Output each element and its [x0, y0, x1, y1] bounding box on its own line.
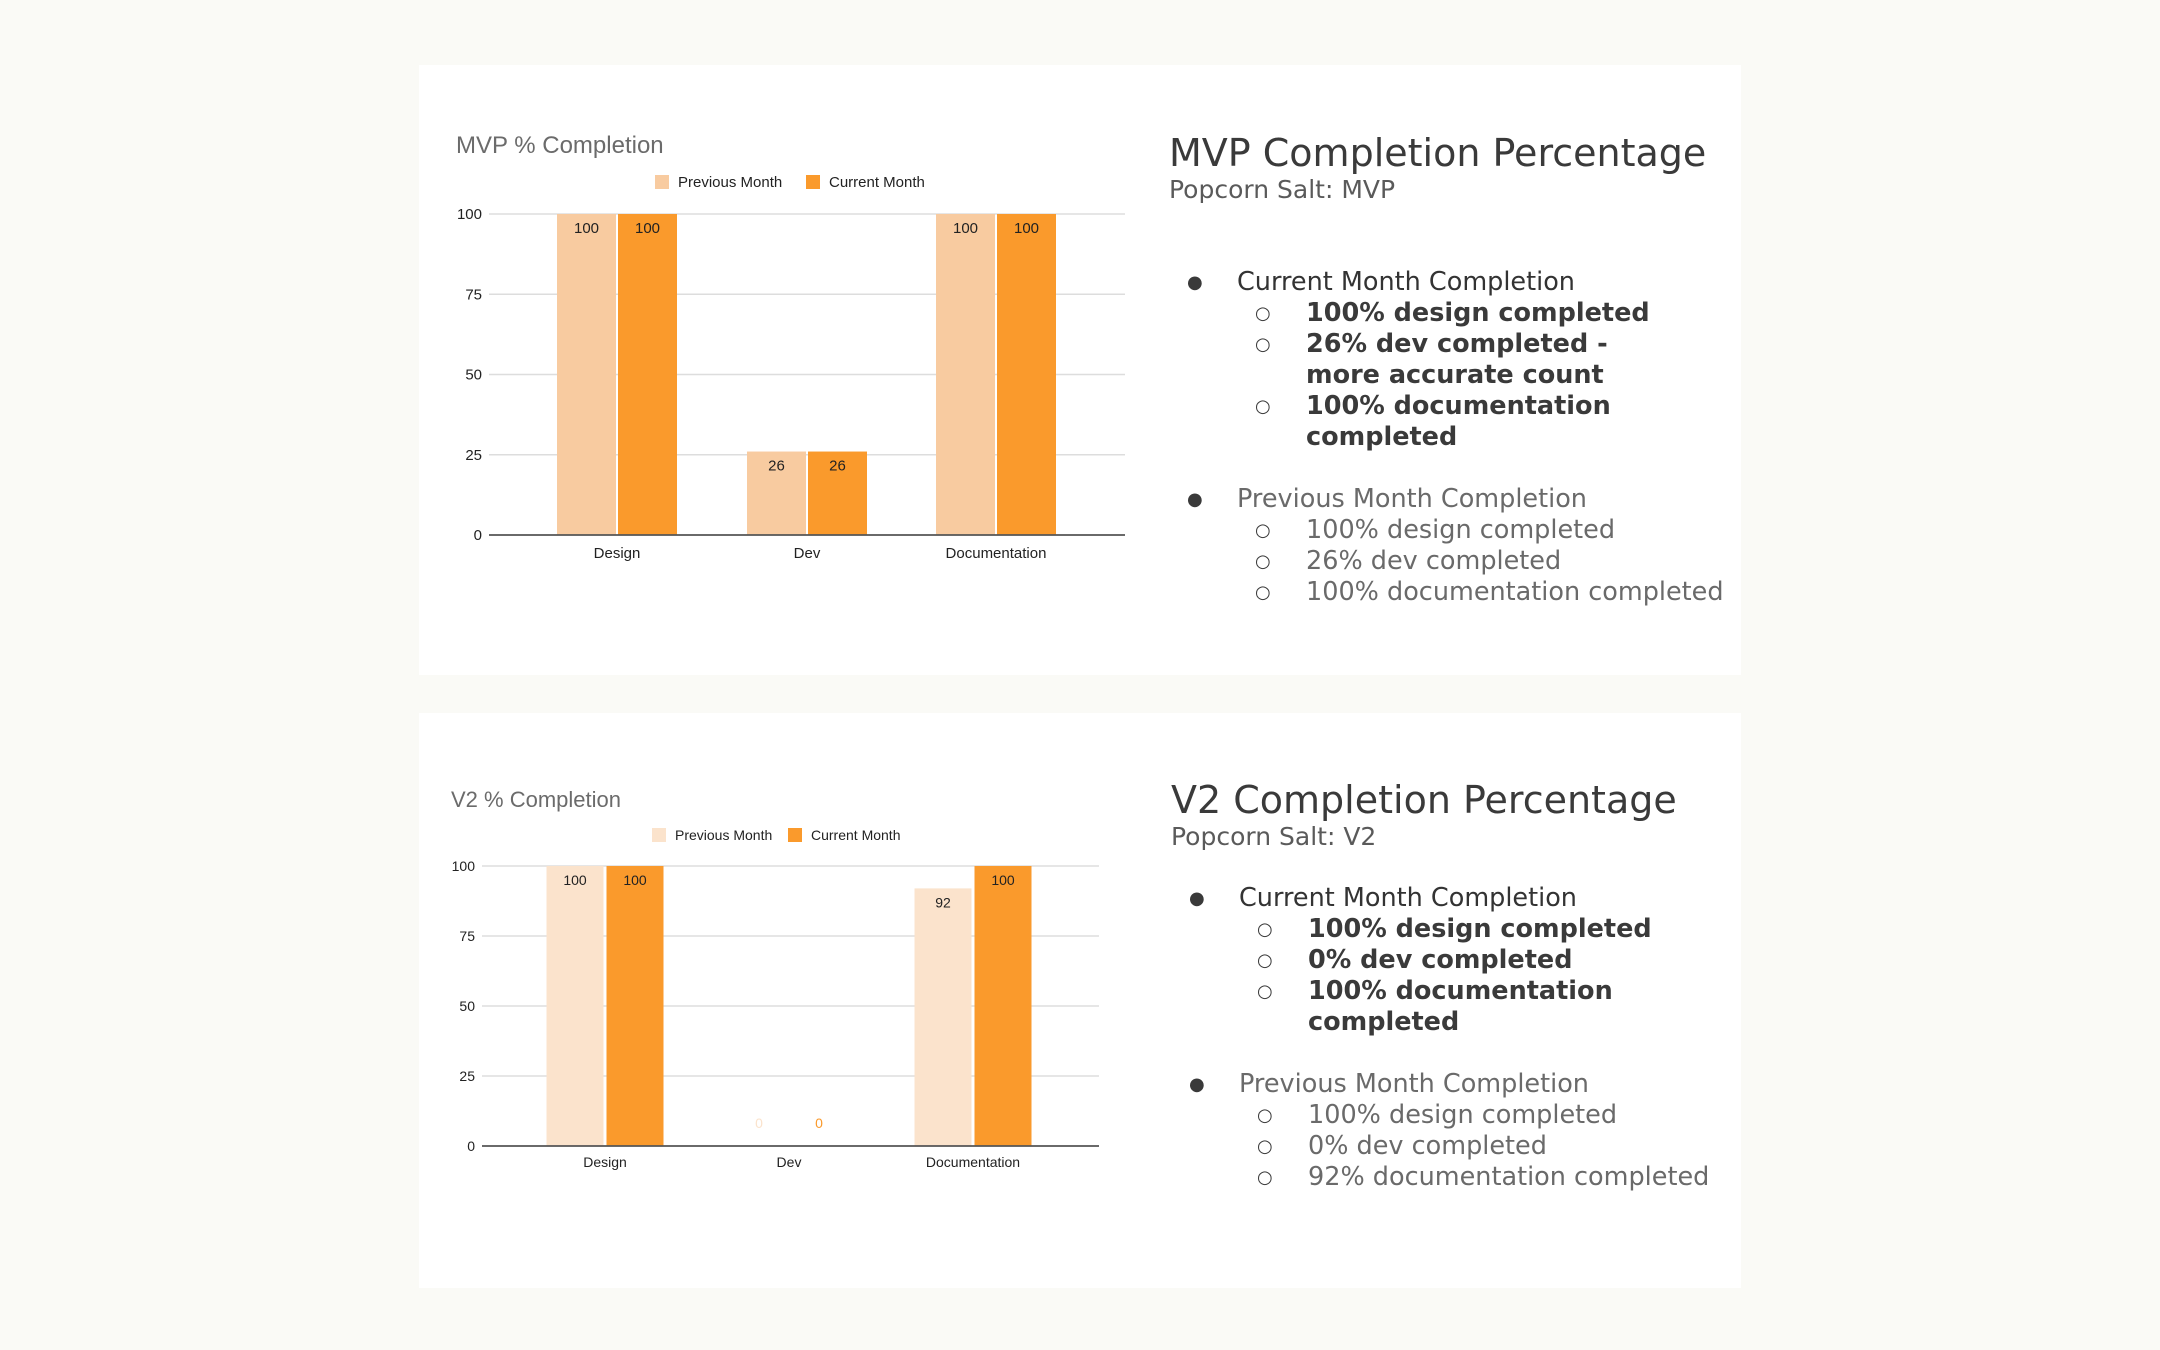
current-month-item: Current Month Completion 100% design com… — [1169, 267, 1729, 453]
y-tick-label: 50 — [465, 367, 482, 384]
v2-text-panel: V2 Completion Percentage Popcorn Salt: V… — [1171, 778, 1731, 1193]
panel-title: MVP Completion Percentage — [1169, 131, 1707, 175]
y-tick-label: 50 — [459, 998, 475, 1014]
list-item: 100% design completed — [1237, 298, 1729, 329]
legend-swatch — [655, 175, 669, 189]
bar-data-label: 100 — [953, 220, 978, 237]
completion-list: Current Month Completion 100% design com… — [1169, 267, 1729, 608]
chart-title: V2 % Completion — [451, 787, 621, 812]
v2-card: V2 % Completion Previous Month Current Mon… — [419, 713, 1741, 1288]
bar — [997, 214, 1056, 535]
list-item: 100% documentation completed — [1239, 976, 1731, 1038]
current-month-item: Current Month Completion 100% design com… — [1171, 883, 1731, 1038]
previous-month-item: Previous Month Completion 100% design co… — [1171, 1069, 1731, 1193]
panel-title: V2 Completion Percentage — [1171, 778, 1677, 822]
y-tick-label: 0 — [474, 527, 482, 544]
v2-completion-chart: V2 % Completion Previous Month Current Mon… — [451, 787, 1099, 1170]
y-tick-label: 100 — [457, 206, 482, 223]
bar-data-label: 100 — [991, 872, 1015, 888]
bar-data-label: 100 — [1014, 220, 1039, 237]
panel-subtitle: Popcorn Salt: V2 — [1171, 822, 1377, 851]
bar-data-label: 26 — [768, 458, 785, 475]
list-item: 92% documentation completed — [1239, 1162, 1731, 1193]
legend-label: Previous Month — [675, 827, 772, 843]
current-month-sublist: 100% design completed 26% dev completed … — [1237, 298, 1729, 453]
bar — [557, 214, 616, 535]
y-tick-label: 75 — [465, 286, 482, 303]
y-tick-label: 25 — [465, 447, 482, 464]
legend-swatch — [788, 828, 802, 842]
bar-data-label: 0 — [815, 1115, 823, 1131]
y-tick-label: 75 — [459, 928, 475, 944]
y-tick-label: 100 — [452, 858, 476, 874]
current-month-heading: Current Month Completion — [1239, 883, 1577, 913]
bar-data-label: 0 — [755, 1115, 763, 1131]
legend-label: Current Month — [829, 174, 925, 191]
x-category-label: Dev — [794, 545, 821, 562]
list-item: 0% dev completed — [1239, 1131, 1731, 1162]
bar-data-label: 92 — [935, 894, 951, 910]
y-tick-label: 25 — [459, 1068, 475, 1084]
list-item: 100% design completed — [1237, 515, 1729, 546]
bar — [936, 214, 995, 535]
x-category-label: Dev — [777, 1154, 802, 1170]
legend-label: Current Month — [811, 827, 900, 843]
list-item: 26% dev completed - more accurate count — [1237, 329, 1636, 391]
previous-month-heading: Previous Month Completion — [1237, 484, 1587, 514]
bar-data-label: 100 — [635, 220, 660, 237]
bar — [914, 888, 972, 1146]
panel-subtitle: Popcorn Salt: MVP — [1169, 175, 1396, 204]
x-category-label: Documentation — [946, 545, 1047, 562]
previous-month-heading: Previous Month Completion — [1239, 1069, 1589, 1099]
list-item: 100% documentation completed — [1237, 577, 1729, 608]
previous-month-item: Previous Month Completion 100% design co… — [1169, 484, 1729, 608]
list-item: 100% documentation completed — [1237, 391, 1729, 453]
y-tick-label: 0 — [467, 1138, 475, 1154]
x-category-label: Design — [583, 1154, 627, 1170]
list-item: 0% dev completed — [1239, 945, 1731, 976]
bar — [546, 866, 604, 1146]
x-category-label: Design — [594, 545, 641, 562]
bar-data-label: 100 — [563, 872, 587, 888]
mvp-completion-chart: MVP % Completion Previous Month Current Mo… — [456, 132, 1125, 562]
previous-month-sublist: 100% design completed 26% dev completed … — [1237, 515, 1729, 608]
current-month-sublist: 100% design completed 0% dev completed 1… — [1239, 914, 1731, 1038]
bar — [618, 214, 677, 535]
bar-data-label: 100 — [623, 872, 647, 888]
bar — [808, 451, 867, 535]
bar — [974, 866, 1032, 1146]
x-category-label: Documentation — [926, 1154, 1020, 1170]
list-item: 26% dev completed — [1237, 546, 1729, 577]
bar-data-label: 100 — [574, 220, 599, 237]
list-item: 100% design completed — [1239, 1100, 1731, 1131]
legend-swatch — [806, 175, 820, 189]
chart-title: MVP % Completion — [456, 132, 664, 159]
mvp-card: MVP % Completion Previous Month Current Mo… — [419, 65, 1741, 675]
completion-list: Current Month Completion 100% design com… — [1171, 883, 1731, 1193]
mvp-text-panel: MVP Completion Percentage Popcorn Salt: … — [1169, 131, 1729, 608]
bar-data-label: 26 — [829, 458, 846, 475]
list-item: 100% design completed — [1239, 914, 1731, 945]
legend-swatch — [652, 828, 666, 842]
bar — [747, 451, 806, 535]
current-month-heading: Current Month Completion — [1237, 267, 1575, 297]
legend-label: Previous Month — [678, 174, 782, 191]
previous-month-sublist: 100% design completed 0% dev completed 9… — [1239, 1100, 1731, 1193]
bar — [606, 866, 664, 1146]
